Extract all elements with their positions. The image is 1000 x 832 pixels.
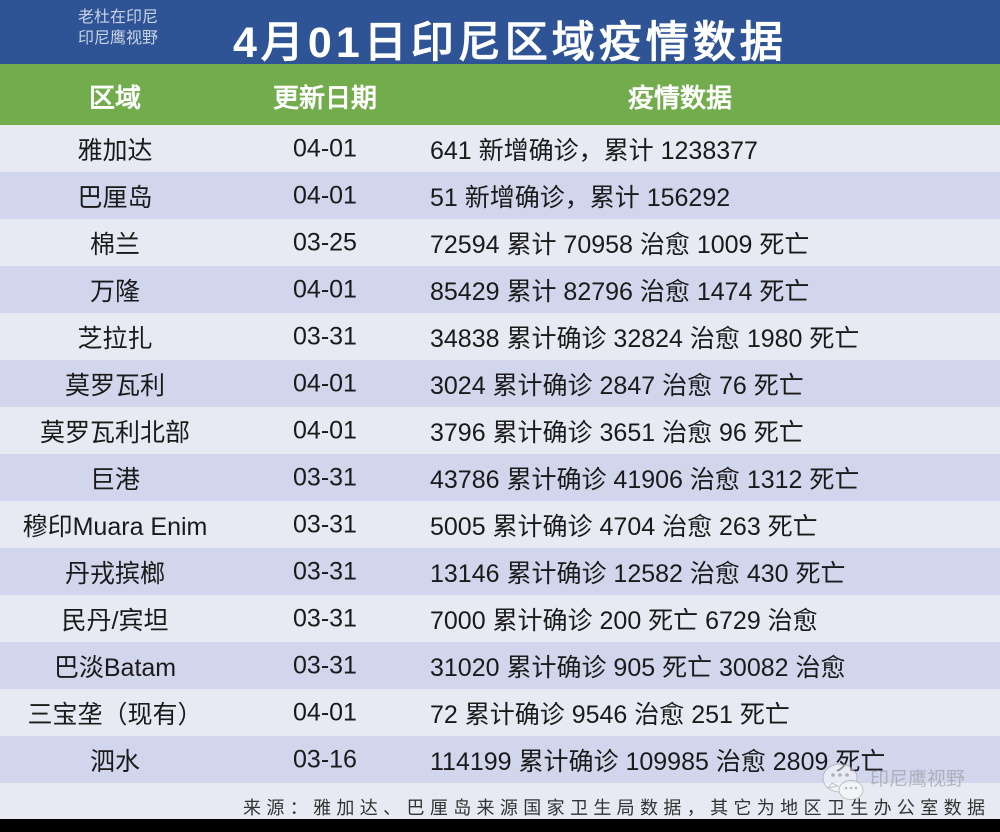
- svg-text:印尼鹰视野: 印尼鹰视野: [870, 768, 965, 790]
